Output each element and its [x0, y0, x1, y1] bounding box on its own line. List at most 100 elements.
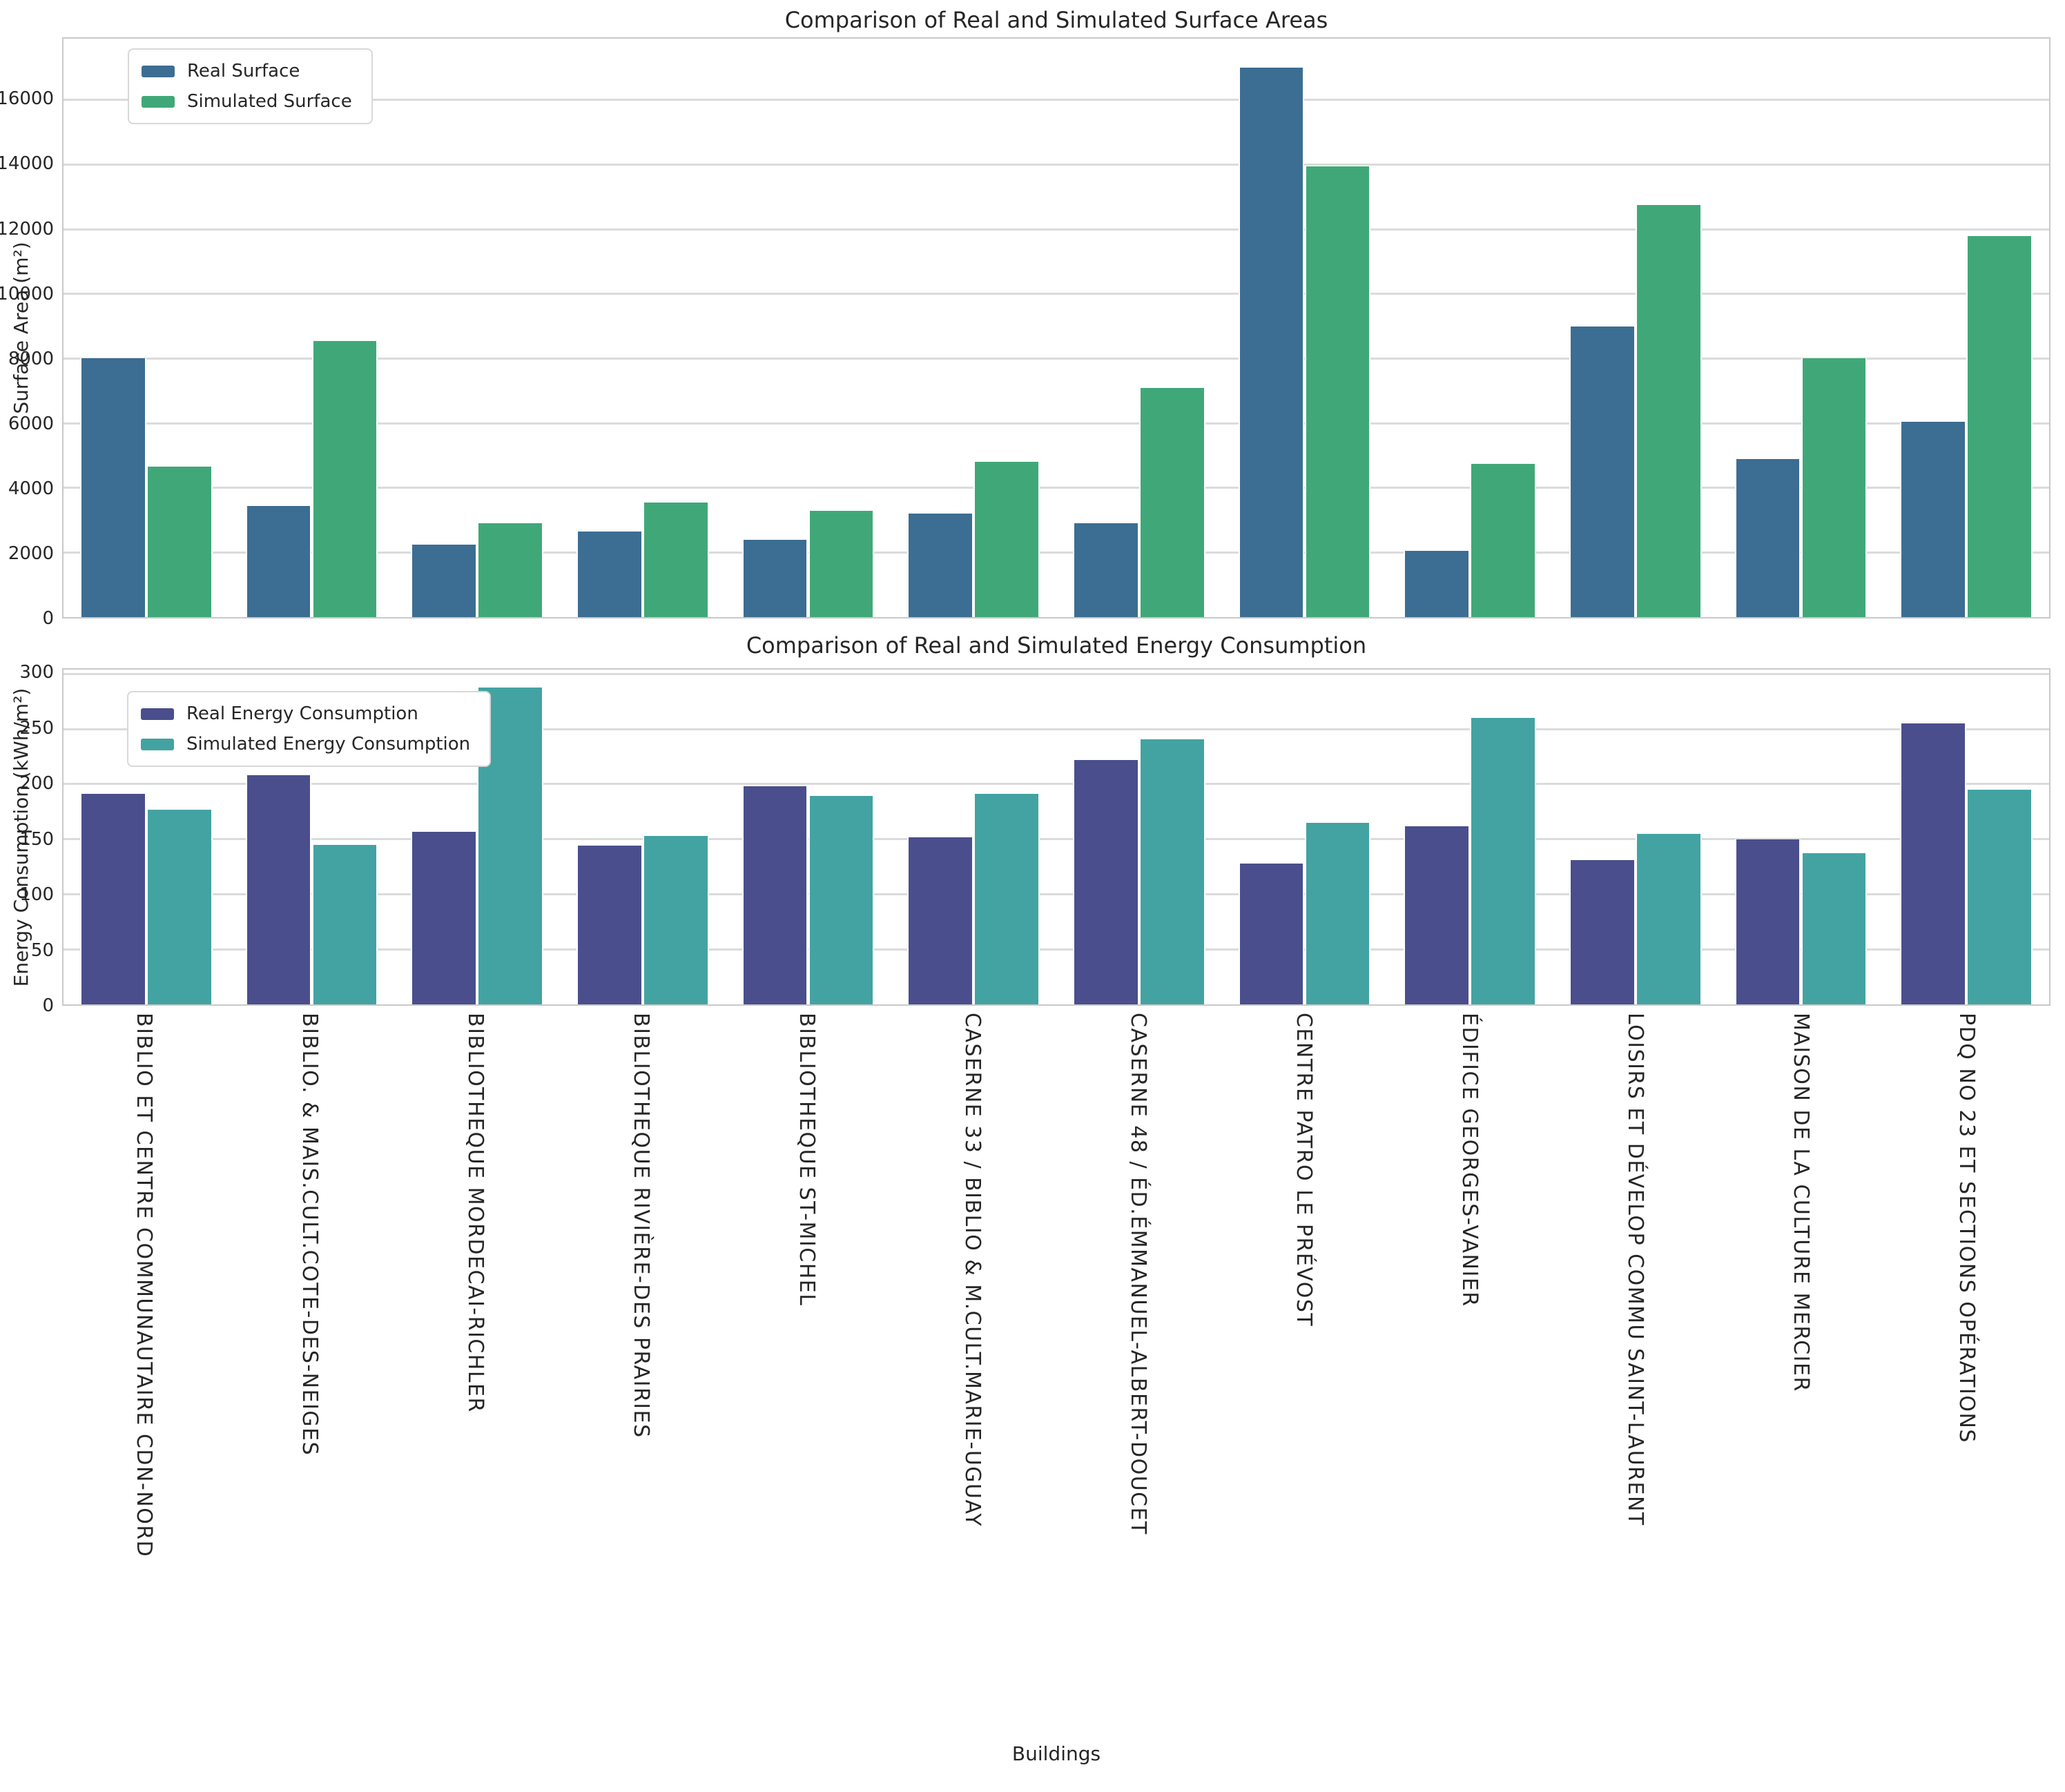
energy-chart-title: Comparison of Real and Simulated Energy …	[746, 632, 1367, 659]
legend-item: Simulated Surface	[142, 91, 352, 112]
x-tick-label: ÉDIFICE GEORGES-VANIER	[1457, 1013, 1482, 1307]
x-tick-label: BIBLIOTHEQUE ST-MICHEL	[795, 1013, 819, 1307]
legend-swatch	[141, 738, 174, 750]
energy-legend: Real Energy Consumption Simulated Energy …	[127, 691, 492, 767]
x-tick-labels: BIBLIO ET CENTRE COMMUNAUTAIRE CDN-NORD B…	[62, 1013, 2051, 1737]
x-tick-label: MAISON DE LA CULTURE MERCIER	[1789, 1013, 1813, 1392]
bar-simulated	[146, 809, 213, 1004]
x-tick-label: BIBLIO ET CENTRE COMMUNAUTAIRE CDN-NORD	[132, 1013, 156, 1558]
bar-simulated	[642, 502, 709, 617]
bar-real	[411, 544, 478, 617]
x-tick-label: LOISIRS ET DÉVELOP COMMU SAINT-LAURENT	[1623, 1013, 1647, 1526]
y-tick-label: 50	[30, 939, 54, 961]
legend-item: Real Energy Consumption	[141, 703, 470, 724]
energy-plot-area	[62, 668, 2051, 1006]
bar-real	[1900, 421, 1967, 617]
bar-simulated	[1966, 235, 2033, 617]
y-tick-label: 8000	[8, 348, 54, 369]
bar-simulated	[1635, 833, 1702, 1004]
surface-plot-area	[62, 37, 2051, 619]
y-tick-label: 12000	[0, 218, 54, 240]
y-tick-label: 150	[19, 828, 54, 850]
gridline	[64, 99, 2049, 101]
bar-real	[741, 786, 808, 1004]
y-tick-label: 4000	[8, 478, 54, 499]
legend-label: Real Energy Consumption	[186, 703, 418, 724]
y-tick-label: 0	[42, 995, 54, 1016]
legend-item: Simulated Energy Consumption	[141, 734, 470, 754]
bar-simulated	[973, 462, 1040, 617]
y-tick-label: 250	[19, 717, 54, 739]
gridline	[64, 838, 2049, 841]
y-tick-label: 14000	[0, 153, 54, 175]
bar-simulated	[477, 523, 544, 617]
bar-real	[1404, 826, 1471, 1004]
x-tick-label: BIBLIOTHEQUE RIVIÈRE-DES PRAIRIES	[629, 1013, 653, 1439]
bar-simulated	[808, 796, 875, 1004]
bar-real	[245, 775, 312, 1004]
gridline	[64, 357, 2049, 360]
y-tick-label: 2000	[8, 543, 54, 564]
legend-item: Real Surface	[142, 61, 352, 81]
y-tick-label: 200	[19, 773, 54, 795]
gridline	[64, 551, 2049, 554]
y-tick-label: 10000	[0, 283, 54, 304]
bar-simulated	[1635, 205, 1702, 617]
y-tick-label: 0	[42, 608, 54, 629]
bar-simulated	[1138, 387, 1205, 617]
y-tick-label: 300	[19, 662, 54, 683]
gridline	[64, 893, 2049, 895]
bar-real	[1072, 523, 1139, 617]
bar-simulated	[1801, 853, 1868, 1004]
gridline	[64, 948, 2049, 951]
legend-label: Simulated Energy Consumption	[186, 734, 471, 754]
gridline	[64, 228, 2049, 231]
gridline	[64, 672, 2049, 675]
bar-real	[79, 794, 146, 1004]
bar-real	[576, 531, 643, 617]
bar-real	[907, 514, 974, 617]
surface-legend: Real Surface Simulated Surface	[128, 48, 373, 124]
bar-simulated	[1470, 718, 1537, 1004]
legend-label: Real Surface	[187, 61, 300, 81]
bar-real	[1072, 759, 1139, 1004]
bar-real	[245, 505, 312, 617]
bar-simulated	[146, 467, 213, 617]
x-tick-label: CENTRE PATRO LE PRÉVOST	[1292, 1013, 1316, 1327]
bar-simulated	[1470, 463, 1537, 617]
bar-real	[907, 837, 974, 1004]
x-tick-label: BIBLIOTHEQUE MORDECAI-RICHLER	[463, 1013, 487, 1413]
y-tick-label: 16000	[0, 88, 54, 110]
legend-swatch	[142, 65, 175, 77]
bar-real	[1569, 326, 1636, 617]
bar-real	[1900, 723, 1967, 1004]
bar-real	[1238, 68, 1305, 617]
x-tick-label: PDQ NO 23 ET SECTIONS OPÉRATIONS	[1955, 1013, 1979, 1443]
bar-simulated	[1304, 166, 1371, 617]
bar-simulated	[973, 794, 1040, 1004]
legend-swatch	[141, 708, 174, 720]
bar-real	[741, 539, 808, 617]
legend-label: Simulated Surface	[187, 91, 352, 112]
legend-swatch	[142, 95, 175, 108]
surface-chart-title: Comparison of Real and Simulated Surface…	[784, 7, 1328, 33]
bar-simulated	[1304, 822, 1371, 1004]
gridline	[64, 487, 2049, 489]
bar-real	[1569, 860, 1636, 1004]
bar-real	[411, 831, 478, 1004]
bar-simulated	[808, 510, 875, 617]
gridline	[64, 164, 2049, 166]
y-tick-label: 100	[19, 884, 54, 906]
y-tick-label: 6000	[8, 413, 54, 434]
bar-simulated	[311, 844, 378, 1004]
energy-y-tick-labels: 0 50 100 150 200 250 300	[0, 662, 59, 1016]
bar-real	[79, 358, 146, 617]
bar-simulated	[1966, 789, 2033, 1004]
bar-simulated	[1801, 358, 1868, 617]
gridline	[64, 293, 2049, 295]
bar-real	[1238, 863, 1305, 1004]
x-axis-label: Buildings	[1011, 1742, 1101, 1765]
bar-real	[1734, 839, 1801, 1004]
gridline	[64, 728, 2049, 730]
